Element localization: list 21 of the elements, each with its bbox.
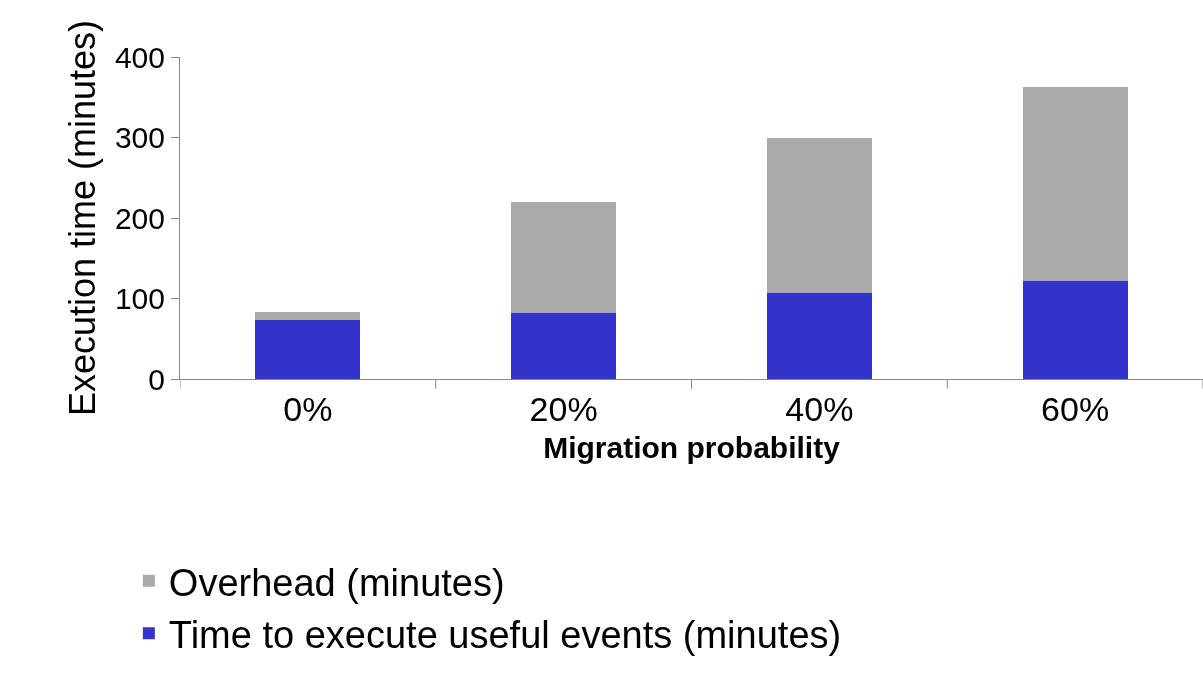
y-tick-label: 0	[148, 362, 165, 396]
x-axis-title: Migration probability	[543, 431, 841, 465]
bar	[511, 201, 617, 313]
bar	[766, 292, 872, 379]
legend-label: Overhead (minutes)	[168, 561, 505, 604]
y-tick-label: 200	[114, 201, 165, 235]
bar	[255, 320, 361, 379]
y-tick-label: 300	[114, 121, 165, 154]
legend-label: Time to execute useful events (minutes)	[168, 614, 842, 657]
y-tick-label: 100	[114, 282, 165, 315]
bar	[255, 312, 361, 321]
bar	[766, 138, 872, 293]
x-tick-label: 0%	[283, 389, 333, 428]
bar	[1022, 280, 1128, 379]
x-tick-label: 20%	[529, 389, 598, 428]
bar	[1022, 86, 1128, 281]
x-tick-label: 60%	[1041, 389, 1110, 428]
y-axis-title: Execution time (minutes)	[61, 19, 103, 417]
bar	[511, 312, 617, 379]
x-tick-label: 40%	[785, 389, 854, 428]
y-tick-label: 400	[114, 40, 165, 74]
